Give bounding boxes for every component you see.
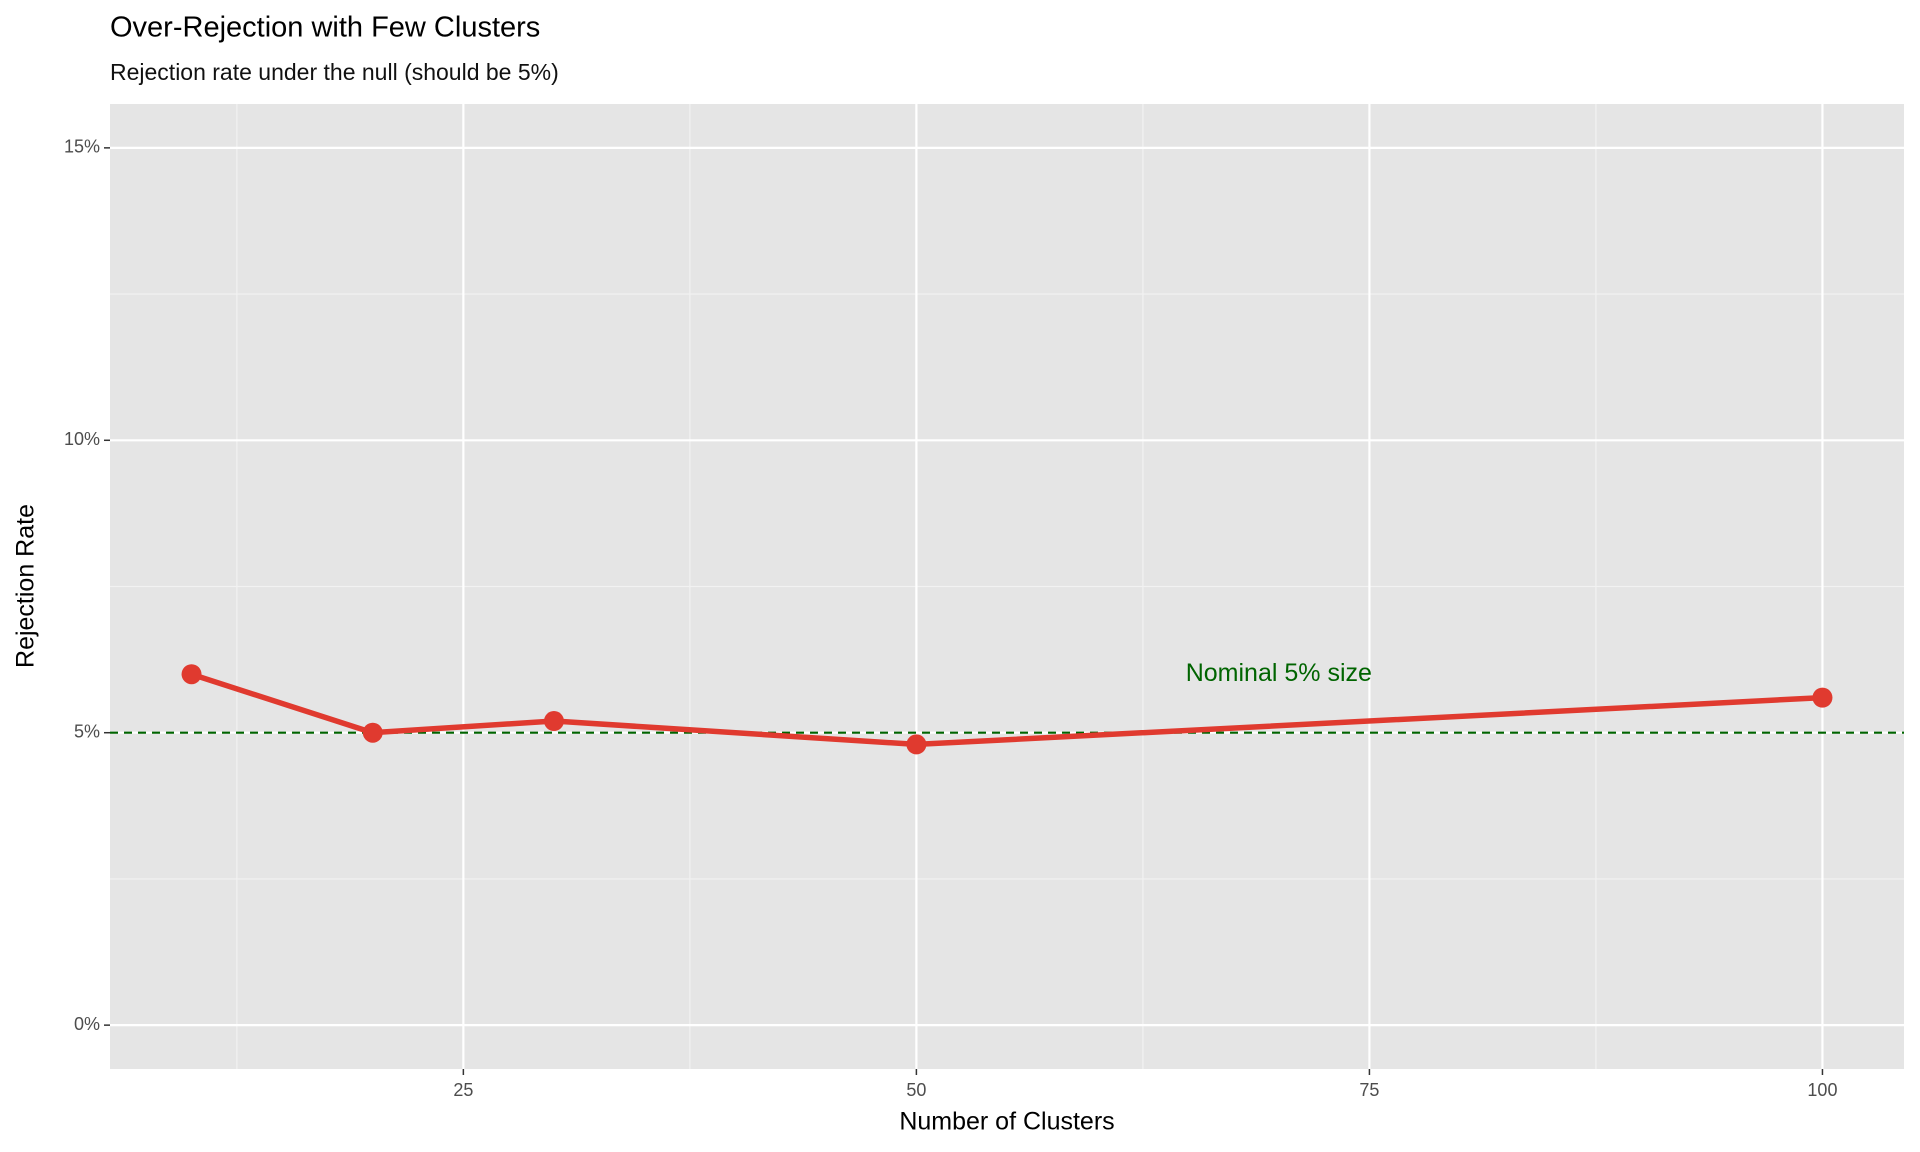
data-point xyxy=(1812,687,1833,708)
x-tick-label: 75 xyxy=(1359,1080,1379,1100)
plot-layer: Nominal 5% size xyxy=(110,659,1904,755)
data-point xyxy=(543,711,564,732)
data-point xyxy=(906,734,927,755)
data-point xyxy=(181,664,202,685)
y-tick-label: 5% xyxy=(74,721,100,741)
x-tick-label: 100 xyxy=(1807,1080,1837,1100)
y-axis-title: Rejection Rate xyxy=(12,504,40,668)
data-point xyxy=(362,722,383,743)
chart-subtitle: Rejection rate under the null (should be… xyxy=(110,59,559,85)
y-tick-label: 15% xyxy=(64,137,100,157)
x-tick-label: 25 xyxy=(453,1080,473,1100)
annotation: Nominal 5% size xyxy=(1186,659,1372,687)
chart-title: Over-Rejection with Few Clusters xyxy=(110,12,540,44)
y-tick-label: 10% xyxy=(64,429,100,449)
x-tick-label: 50 xyxy=(906,1080,926,1100)
y-tick-label: 0% xyxy=(74,1014,100,1034)
x-axis-title: Number of Clusters xyxy=(899,1108,1114,1136)
